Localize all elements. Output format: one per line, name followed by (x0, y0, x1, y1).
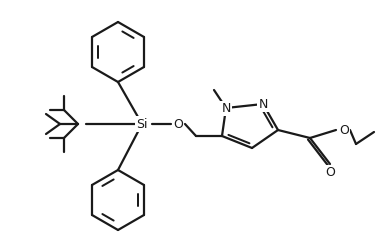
Text: O: O (339, 124, 349, 136)
Text: N: N (258, 97, 268, 111)
Text: O: O (173, 118, 183, 130)
Text: Si: Si (136, 118, 148, 130)
Text: O: O (325, 165, 335, 179)
Text: N: N (221, 101, 230, 115)
